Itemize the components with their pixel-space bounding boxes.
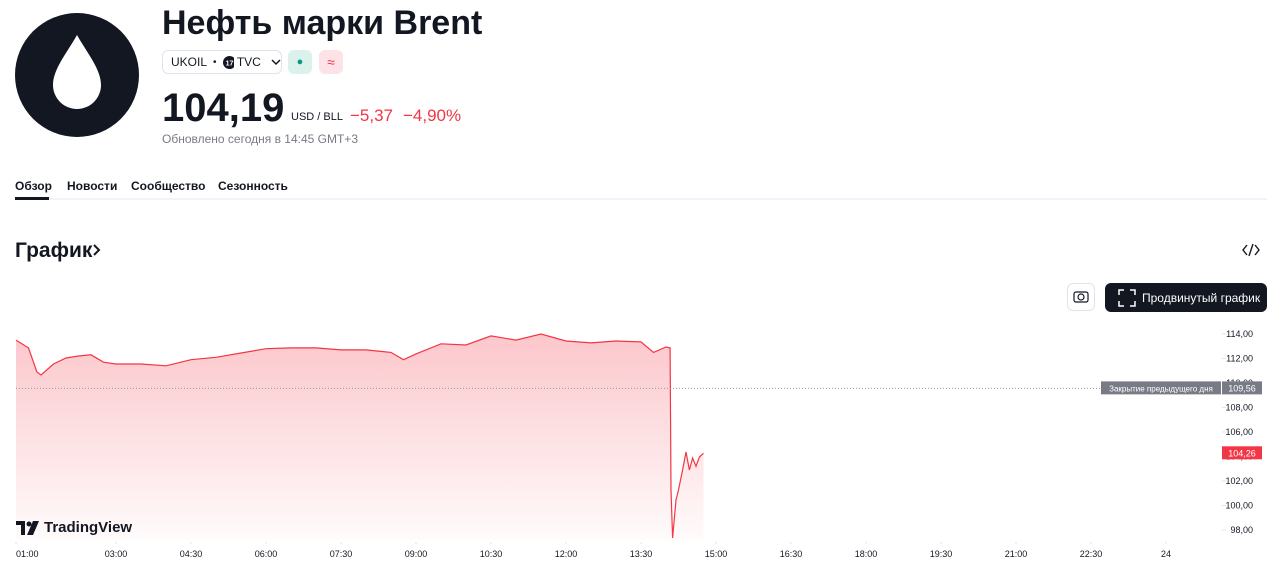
advanced-chart-button[interactable]: Продвинутый график <box>1105 283 1267 312</box>
y-tick-label: 102,00 <box>1225 476 1253 486</box>
x-tick-label: 09:00 <box>405 549 428 559</box>
x-tick-label: 01:00 <box>16 549 39 559</box>
y-tick-label: 108,00 <box>1225 402 1253 412</box>
x-tick-label: 15:00 <box>705 549 728 559</box>
embed-icon[interactable] <box>1242 242 1260 258</box>
market-open-badge[interactable]: ● <box>288 50 312 74</box>
x-tick-label: 10:30 <box>480 549 503 559</box>
x-tick-label: 19:30 <box>930 549 953 559</box>
x-tick-label: 03:00 <box>105 549 128 559</box>
prev-close-text: Закрытие предыдущего дня <box>1109 384 1213 393</box>
svg-text:17: 17 <box>225 60 233 67</box>
snapshot-button[interactable] <box>1067 283 1095 311</box>
symbol-chip[interactable]: UKOIL • 17 TVC <box>162 50 282 74</box>
y-tick-label: 112,00 <box>1226 353 1253 363</box>
watermark-text: TradingView <box>44 519 133 536</box>
chevron <box>271 59 281 66</box>
advanced-chart-label: Продвинутый график <box>1142 290 1261 305</box>
symbol: UKOIL <box>171 55 208 69</box>
tab[interactable]: Сообщество <box>131 179 206 193</box>
change: −5,37 <box>350 106 394 125</box>
last-value-bg <box>1222 446 1262 460</box>
fullscreen-icon <box>1118 288 1136 307</box>
x-tick-label: 21:00 <box>1005 549 1028 559</box>
chart: 98,00100,00102,00104,00106,00108,00110,0… <box>15 329 1262 559</box>
x-tick-label: 07:30 <box>330 549 353 559</box>
last-value-label: 104,26 <box>1228 448 1256 458</box>
x-tick-label: 12:00 <box>555 549 578 559</box>
title: Нефть марки Brent <box>162 4 483 42</box>
dot: • <box>213 56 217 68</box>
x-tick-label: 24 <box>1161 549 1171 559</box>
x-tick-label: 16:30 <box>780 549 803 559</box>
x-tick-label: 13:30 <box>630 549 653 559</box>
exchange: TVC <box>236 55 261 69</box>
y-tick-label: 100,00 <box>1225 500 1253 510</box>
section-title[interactable]: График <box>15 239 102 263</box>
price-line <box>15 333 704 539</box>
x-tick-label: 04:30 <box>180 549 203 559</box>
section-title-text: График <box>15 239 93 262</box>
camera-icon <box>1073 291 1089 303</box>
updated: Обновлено сегодня в 14:45 GMT+3 <box>162 132 358 146</box>
change-percent: −4,90% <box>403 106 462 125</box>
prev-close-label: 109,56 <box>1228 383 1256 393</box>
y-tick-label: 106,00 <box>1225 427 1253 437</box>
tab[interactable]: Новости <box>67 179 118 193</box>
chevron <box>93 244 101 256</box>
currency: USD / BLL <box>291 111 343 123</box>
y-tick-label: 114,00 <box>1226 329 1253 339</box>
prev-close-text-bg <box>1101 381 1221 395</box>
tabs-divider <box>15 198 1267 200</box>
active-tab-indicator <box>15 197 49 200</box>
watermark-logo <box>16 520 39 535</box>
logo <box>15 13 139 137</box>
tv-icon: 17 <box>222 55 234 69</box>
tab[interactable]: Сезонность <box>218 179 288 193</box>
y-tick-label: 98,00 <box>1230 525 1253 535</box>
x-tick-label: 18:00 <box>855 549 878 559</box>
delayed-badge[interactable]: ≈ <box>319 50 343 74</box>
price: 104,19 <box>162 86 285 130</box>
x-tick-label: 06:00 <box>255 549 278 559</box>
prev-close-label-bg <box>1222 381 1262 395</box>
watermark: TradingView <box>16 519 132 536</box>
tab[interactable]: Обзор <box>15 179 52 193</box>
x-tick-label: 22:30 <box>1080 549 1103 559</box>
area-fill <box>16 334 704 540</box>
